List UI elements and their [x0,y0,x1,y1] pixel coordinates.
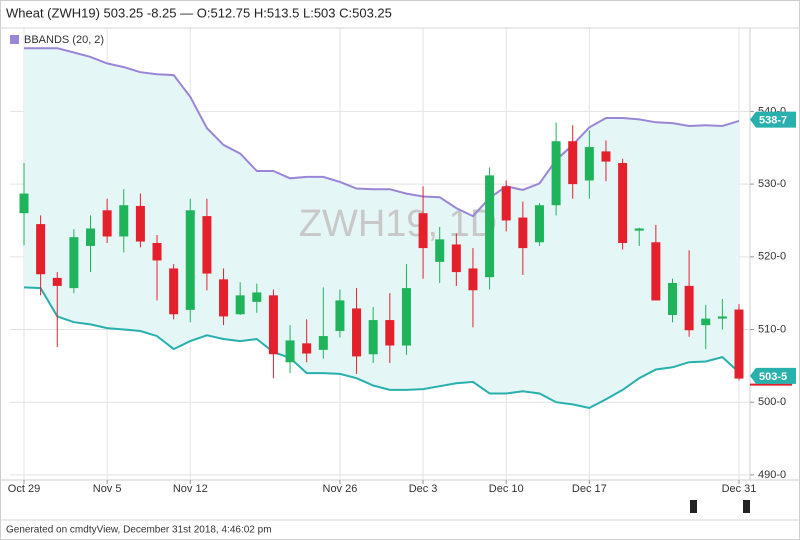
price-tag-label: 503-5 [759,371,787,383]
candle-body [468,268,478,291]
candle-body [551,141,561,206]
price-tag-label: 538-7 [759,115,787,127]
y-tick-label: 500-0 [758,396,786,408]
price-tag [750,111,796,128]
candle-body [618,163,628,244]
candle-body [584,147,594,181]
candle-body [169,268,179,315]
candle-body [36,224,46,275]
candle-body [135,205,145,242]
candle-body [684,285,694,331]
candle-body [401,288,411,346]
x-tick-label: Oct 29 [8,483,40,495]
candle-body [152,243,162,261]
candle-body [119,205,129,237]
band-upper [24,47,740,218]
candle-body [568,141,578,185]
candle-body [352,308,362,357]
candle-body [69,237,79,289]
candle-body [418,213,428,249]
scroll-handle[interactable] [743,500,750,513]
candle-body [518,217,528,249]
candle-body [717,316,727,319]
x-tick-label: Nov 26 [323,483,358,495]
candle-body [185,210,195,310]
scroll-handles[interactable] [690,500,750,513]
candle-body [634,228,644,231]
legend-label: BBANDS (20, 2) [24,34,104,46]
y-tick-label: 490-0 [758,469,786,481]
watermark: ZWH19, 1D [299,203,497,245]
chart-title: Wheat (ZWH19) 503.25 -8.25 — O:512.75 H:… [6,5,392,20]
y-tick-label: 510-0 [758,323,786,335]
candle-body [501,186,511,221]
scroll-handle[interactable] [690,500,697,513]
candle-body [235,295,245,315]
candle-body [451,244,461,273]
candle-body [102,210,112,237]
band-fill [24,48,739,408]
candle-body [335,300,345,331]
x-tick-label: Nov 5 [93,483,122,495]
candle-body [285,340,295,363]
candle-body [86,228,96,246]
candle-body [667,282,677,315]
x-tick-label: Dec 3 [409,483,438,495]
footer: Generated on cmdtyView, December 31st 20… [6,525,272,536]
candle-body [52,277,62,286]
x-tick-label: Dec 31 [722,483,757,495]
candle-body [435,239,445,262]
candle-body [485,175,495,278]
y-tick-label: 530-0 [758,178,786,190]
candle-body [368,320,378,355]
candle-body [302,343,312,354]
price-tag [750,367,796,384]
candle-body [601,151,611,162]
candle-body [385,320,395,346]
candle-body [252,292,262,302]
x-tick-label: Dec 10 [489,483,524,495]
candle-body [268,295,278,355]
legend-swatch [10,35,19,44]
x-tick-label: Dec 17 [572,483,607,495]
candle-body [534,205,544,243]
candle-body [19,193,29,214]
candle-body [318,336,328,350]
candle-body [651,242,661,301]
candle-body [701,318,711,326]
candle-body [734,309,744,379]
candle-body [219,279,229,317]
x-tick-label: Nov 12 [173,483,208,495]
band-lower [23,286,740,410]
y-tick-label: 520-0 [758,251,786,263]
candle-body [202,216,212,274]
